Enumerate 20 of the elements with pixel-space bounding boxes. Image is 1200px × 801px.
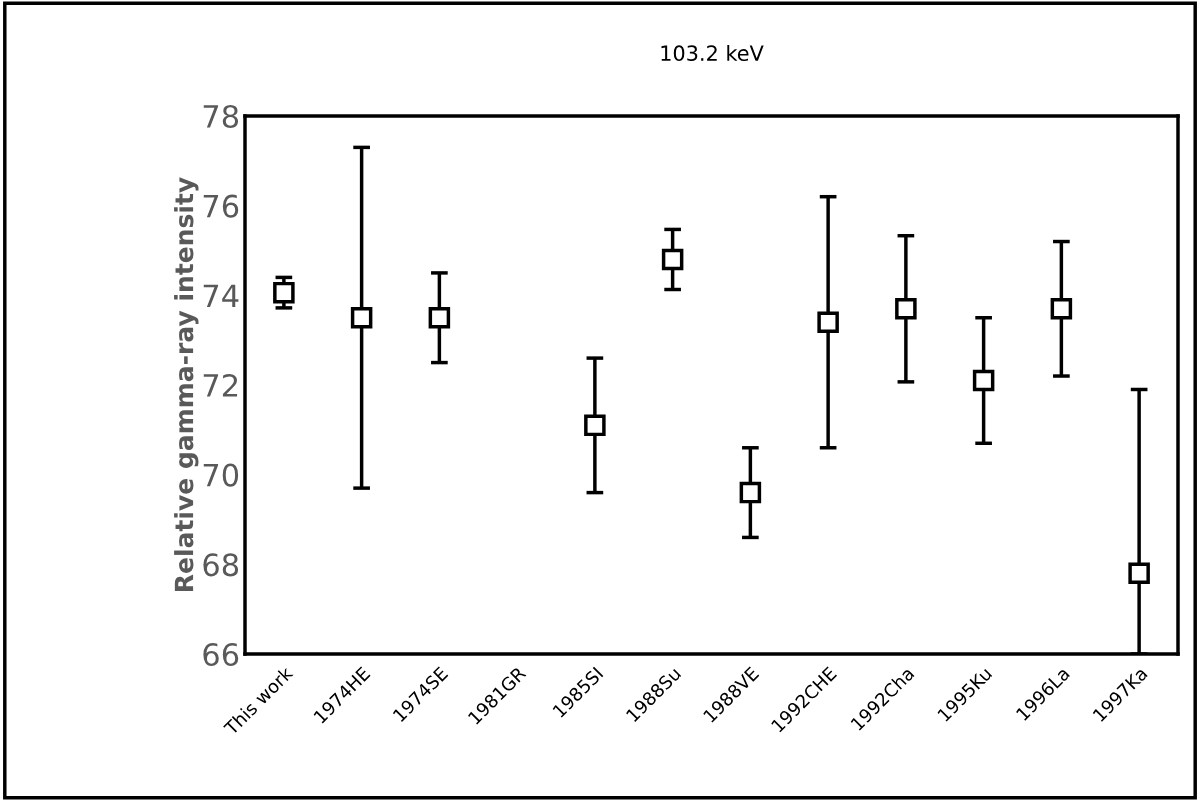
y-tick-label: 66 xyxy=(203,642,239,667)
point xyxy=(1050,298,1073,320)
point xyxy=(273,281,295,304)
y-tick-label: 74 xyxy=(203,284,239,307)
point xyxy=(428,306,451,329)
y-tick-label: 76 xyxy=(203,194,239,218)
point xyxy=(895,298,917,320)
point xyxy=(584,414,606,437)
chart-title: 103.2 keV xyxy=(661,44,764,62)
point xyxy=(350,306,373,329)
y-tick-label: 72 xyxy=(203,373,238,397)
point xyxy=(739,481,762,504)
point xyxy=(661,248,684,271)
y-tick-label: 78 xyxy=(203,104,239,129)
y-tick-label: 70 xyxy=(203,463,239,487)
point xyxy=(1128,562,1150,585)
point xyxy=(972,369,995,392)
point xyxy=(817,311,839,333)
y-tick-label: 68 xyxy=(203,553,239,577)
y-axis-title: Relative gamma-ray intensity xyxy=(174,177,199,591)
